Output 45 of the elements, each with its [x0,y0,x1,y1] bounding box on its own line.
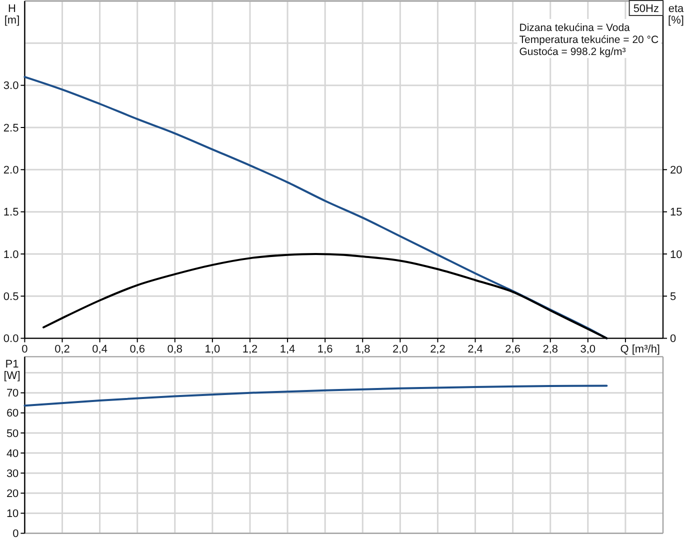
y-tick-label: 3.0 [3,80,19,92]
y-tick-label: 0.0 [3,333,19,346]
x-tick-label: 2,6 [505,343,520,356]
y-tick-label: 70 [6,388,19,400]
x-tick-label: 1,4 [280,343,296,356]
y-axis-title: H [m] [4,2,20,26]
y2-tick-label: 10 [670,248,682,261]
y-tick-label: 30 [6,468,19,480]
line-series [24,384,608,407]
y-tick-label: 60 [6,408,19,420]
y-tick-label: 50 [6,428,19,440]
x-tick-label: 2,0 [392,343,408,356]
y-tick-label: 1.5 [3,206,19,219]
x-tick-label: 1,2 [242,343,258,356]
x-tick-label: 1,8 [354,343,370,356]
y-tick-label: 2.5 [3,122,19,134]
x-tick-label: 0 [22,343,28,356]
y-tick-label: 40 [6,448,19,460]
y2-tick-label: 0 [670,333,676,346]
x-axis-title: Q [m³/h] [620,343,660,356]
annotation: Temperatura tekućine = 20 °C [519,34,659,46]
y-tick-label: 0.5 [3,290,19,303]
y-tick-label: 20 [6,488,19,500]
y-tick-label: 2.0 [3,164,19,176]
chart-title: 50Hz [633,2,659,15]
x-tick-label: 0,6 [130,343,145,356]
x-tick-label: 1,0 [204,343,220,356]
y2-tick-label: 20 [670,164,682,176]
annotation: Gustoća = 998.2 kg/m³ [519,46,626,58]
x-tick-label: 3,0 [580,343,596,356]
annotation: Dizana tekućina = Voda [519,22,630,34]
x-tick-label: 2,8 [542,343,558,356]
y2-tick-label: 15 [670,206,682,219]
x-tick-label: 0,8 [167,343,183,356]
x-tick-label: 0,2 [54,343,70,356]
x-tick-label: 2,2 [430,343,446,356]
y-tick-label: 1.0 [3,248,19,261]
x-tick-label: 2,4 [468,343,483,356]
y-axis-title: P1 [W] [4,358,20,382]
x-tick-label: 1,6 [317,343,333,356]
y-tick-label: 10 [6,508,19,520]
y-tick-label: 0 [12,528,19,540]
y2-axis-title: eta [%] [668,2,685,26]
y2-tick-label: 5 [670,290,676,303]
x-tick-label: 0,4 [92,343,108,356]
